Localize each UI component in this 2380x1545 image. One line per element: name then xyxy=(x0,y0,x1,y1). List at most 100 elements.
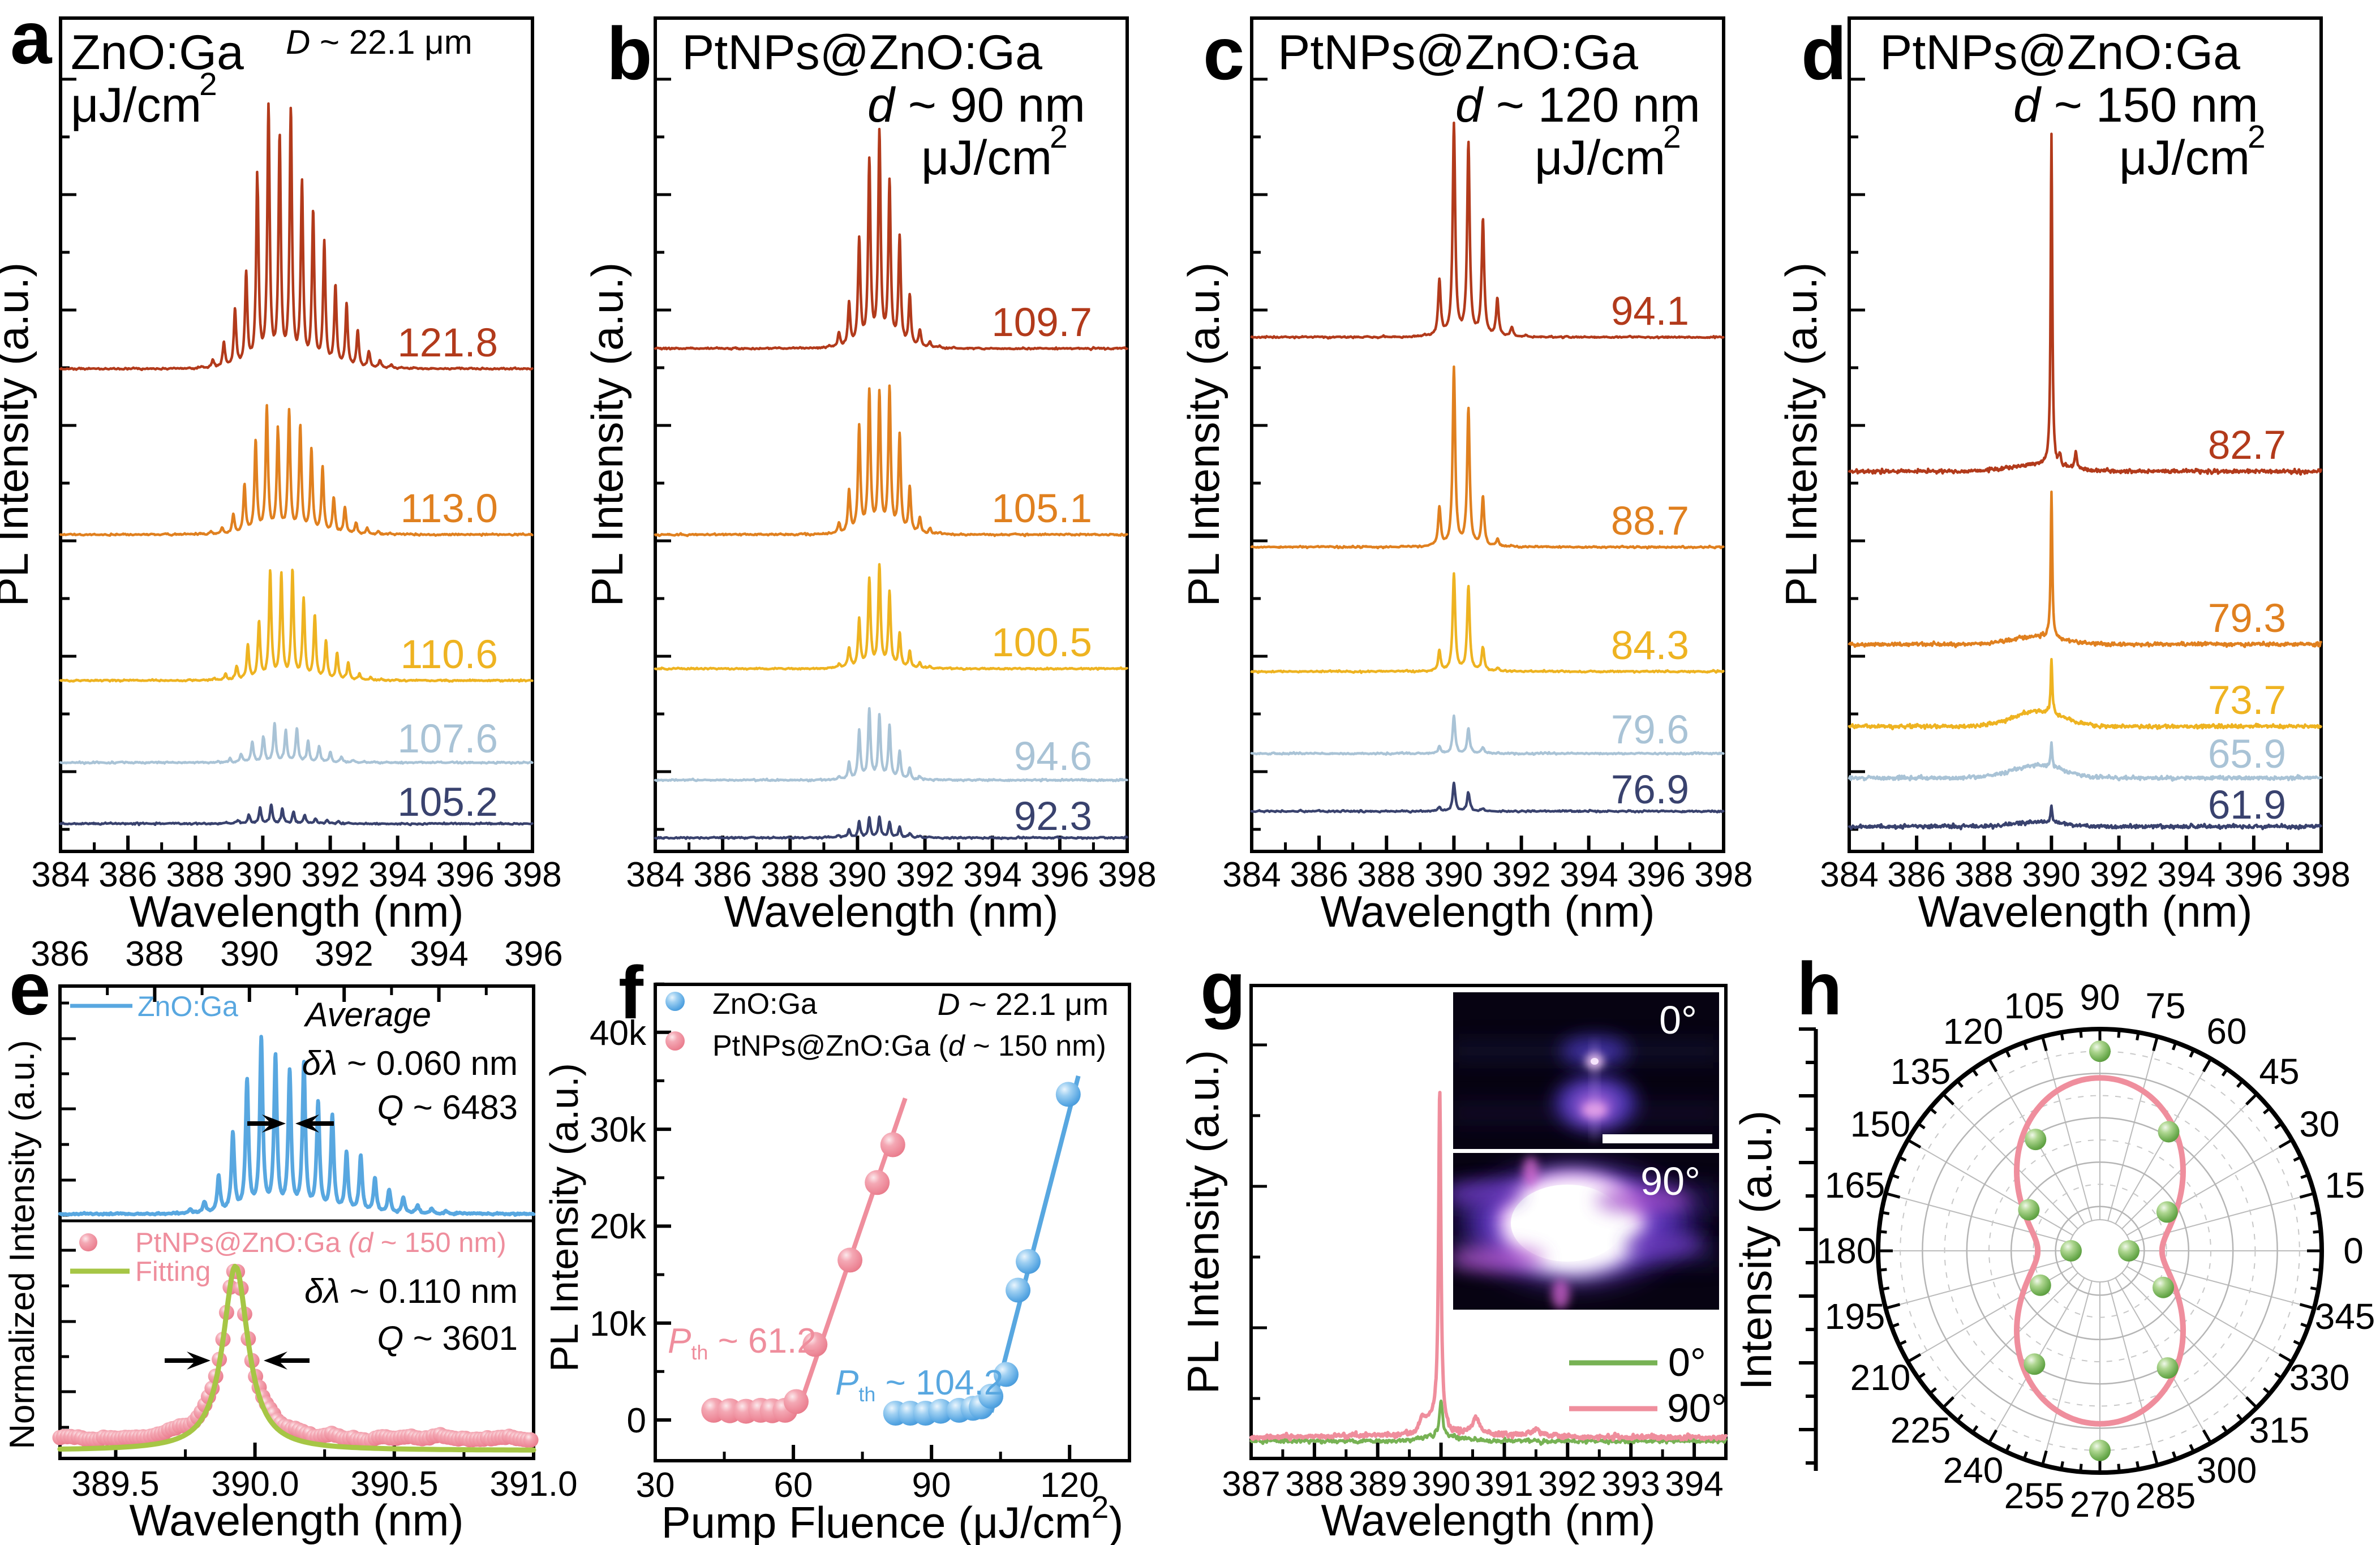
svg-text:330: 330 xyxy=(2289,1357,2350,1398)
svg-text:PL Intensity (a.u.): PL Intensity (a.u.) xyxy=(1179,262,1228,606)
svg-text:398: 398 xyxy=(503,855,561,894)
svg-text:D ~ 22.1 μm: D ~ 22.1 μm xyxy=(938,987,1109,1022)
svg-text:73.7: 73.7 xyxy=(2208,678,2286,723)
svg-text:315: 315 xyxy=(2249,1410,2310,1451)
svg-text:2: 2 xyxy=(199,66,217,102)
svg-text:79.6: 79.6 xyxy=(1611,708,1689,752)
svg-text:94.1: 94.1 xyxy=(1611,289,1689,334)
svg-text:μJ/cm: μJ/cm xyxy=(1535,131,1665,185)
svg-text:388: 388 xyxy=(1357,855,1415,894)
svg-text:121.8: 121.8 xyxy=(397,321,498,365)
svg-text:392: 392 xyxy=(301,855,359,894)
svg-text:390.0: 390.0 xyxy=(211,1465,299,1504)
svg-text:105.2: 105.2 xyxy=(397,780,498,825)
svg-text:393: 393 xyxy=(1601,1465,1660,1504)
svg-text:386: 386 xyxy=(31,935,89,974)
svg-text:Wavelength (nm): Wavelength (nm) xyxy=(1321,1495,1656,1545)
svg-text:390: 390 xyxy=(828,855,886,894)
svg-text:2: 2 xyxy=(2248,119,2266,155)
svg-text:398: 398 xyxy=(1098,855,1156,894)
svg-text:392: 392 xyxy=(315,935,373,974)
svg-text:396: 396 xyxy=(436,855,494,894)
svg-text:PtNPs@ZnO:Ga: PtNPs@ZnO:Ga xyxy=(682,25,1042,80)
svg-text:390.5: 390.5 xyxy=(350,1465,438,1504)
svg-text:240: 240 xyxy=(1943,1450,2004,1491)
svg-text:345: 345 xyxy=(2315,1296,2375,1337)
svg-text:PtNPs@ZnO:Ga (d ~ 150 nm): PtNPs@ZnO:Ga (d ~ 150 nm) xyxy=(135,1228,506,1258)
svg-text:2: 2 xyxy=(1050,119,1068,155)
svg-text:210: 210 xyxy=(1850,1357,1911,1398)
svg-text:389.5: 389.5 xyxy=(71,1465,159,1504)
svg-text:390: 390 xyxy=(2022,855,2080,894)
svg-text:Normalized Intensity (a.u.): Normalized Intensity (a.u.) xyxy=(3,1040,42,1449)
svg-text:ZnO:Ga: ZnO:Ga xyxy=(71,25,244,80)
svg-text:PtNPs@ZnO:Ga: PtNPs@ZnO:Ga xyxy=(1880,25,2240,80)
svg-text:Intensity (a.u.): Intensity (a.u.) xyxy=(1731,1111,1781,1390)
svg-text:40k: 40k xyxy=(590,1014,647,1053)
svg-text:388: 388 xyxy=(125,935,183,974)
svg-text:e: e xyxy=(9,947,50,1030)
svg-text:d ~ 150 nm: d ~ 150 nm xyxy=(2013,78,2258,132)
svg-text:88.7: 88.7 xyxy=(1611,499,1689,544)
svg-text:396: 396 xyxy=(504,935,562,974)
svg-text:390: 390 xyxy=(233,855,291,894)
svg-text:396: 396 xyxy=(2224,855,2283,894)
svg-text:135: 135 xyxy=(1891,1051,1951,1092)
svg-text:PtNPs@ZnO:Ga: PtNPs@ZnO:Ga xyxy=(1278,25,1638,80)
svg-text:388: 388 xyxy=(1285,1465,1343,1504)
svg-text:392: 392 xyxy=(1492,855,1550,894)
svg-text:b: b xyxy=(607,12,652,95)
svg-text:394: 394 xyxy=(1560,855,1618,894)
svg-text:394: 394 xyxy=(410,935,468,974)
svg-text:392: 392 xyxy=(2090,855,2148,894)
svg-text:PL Intensity (a.u.): PL Intensity (a.u.) xyxy=(0,262,37,606)
svg-text:107.6: 107.6 xyxy=(397,717,498,761)
svg-text:60: 60 xyxy=(2206,1011,2246,1052)
svg-text:396: 396 xyxy=(1627,855,1685,894)
svg-text:c: c xyxy=(1203,12,1244,95)
svg-text:0: 0 xyxy=(627,1401,646,1440)
svg-text:82.7: 82.7 xyxy=(2208,423,2286,468)
svg-text:ZnO:Ga: ZnO:Ga xyxy=(138,991,238,1022)
svg-text:388: 388 xyxy=(166,855,224,894)
svg-text:92.3: 92.3 xyxy=(1014,794,1092,839)
svg-text:0: 0 xyxy=(2343,1230,2364,1271)
svg-text:150: 150 xyxy=(1850,1104,1911,1144)
svg-text:90: 90 xyxy=(2080,977,2120,1018)
svg-text:30k: 30k xyxy=(590,1111,647,1150)
svg-text:δλ ~ 0.110 nm: δλ ~ 0.110 nm xyxy=(304,1272,518,1310)
svg-text:386: 386 xyxy=(1290,855,1348,894)
svg-text:20k: 20k xyxy=(590,1207,647,1246)
svg-text:Wavelength (nm): Wavelength (nm) xyxy=(1321,886,1655,936)
svg-text:76.9: 76.9 xyxy=(1611,768,1689,812)
svg-text:392: 392 xyxy=(1538,1465,1596,1504)
svg-text:165: 165 xyxy=(1825,1165,1885,1206)
svg-text:110.6: 110.6 xyxy=(401,632,498,677)
svg-text:D ~ 22.1 μm: D ~ 22.1 μm xyxy=(286,23,472,61)
svg-text:384: 384 xyxy=(31,855,89,894)
svg-text:391.0: 391.0 xyxy=(489,1465,577,1504)
svg-text:Fitting: Fitting xyxy=(135,1256,210,1287)
svg-text:d: d xyxy=(1801,12,1847,95)
svg-text:f: f xyxy=(618,951,644,1034)
svg-text:90: 90 xyxy=(912,1466,951,1505)
svg-text:225: 225 xyxy=(1891,1410,1951,1451)
svg-text:μJ/cm: μJ/cm xyxy=(2119,131,2250,185)
svg-text:PtNPs@ZnO:Ga (d ~ 150 nm): PtNPs@ZnO:Ga (d ~ 150 nm) xyxy=(712,1030,1106,1062)
svg-text:Q ~ 6483: Q ~ 6483 xyxy=(377,1088,518,1126)
svg-text:79.3: 79.3 xyxy=(2208,596,2286,641)
svg-text:387: 387 xyxy=(1222,1465,1280,1504)
svg-text:398: 398 xyxy=(1694,855,1752,894)
svg-text:94.6: 94.6 xyxy=(1014,734,1092,779)
svg-text:388: 388 xyxy=(1954,855,2013,894)
svg-text:d ~ 120 nm: d ~ 120 nm xyxy=(1455,78,1700,132)
svg-text:Average: Average xyxy=(304,996,431,1034)
svg-text:390: 390 xyxy=(1412,1465,1470,1504)
svg-text:61.9: 61.9 xyxy=(2208,783,2286,828)
svg-text:65.9: 65.9 xyxy=(2208,732,2286,777)
svg-text:386: 386 xyxy=(1887,855,1945,894)
svg-text:390: 390 xyxy=(1424,855,1483,894)
svg-text:30: 30 xyxy=(636,1466,675,1505)
svg-text:120: 120 xyxy=(1040,1466,1098,1505)
svg-text:90°: 90° xyxy=(1667,1386,1727,1430)
